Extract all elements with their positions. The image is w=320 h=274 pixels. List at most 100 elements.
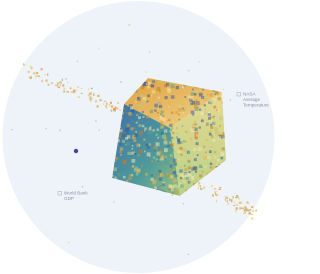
voxel xyxy=(196,142,199,145)
particle xyxy=(106,107,108,109)
voxel xyxy=(126,180,128,182)
particle xyxy=(226,197,228,199)
particle xyxy=(104,101,106,102)
label-line: World Bank xyxy=(64,191,88,196)
voxel xyxy=(201,166,203,168)
voxel xyxy=(177,185,179,187)
particle xyxy=(249,212,252,214)
voxel xyxy=(159,185,162,188)
voxel xyxy=(144,130,146,132)
particle xyxy=(238,197,239,199)
voxel xyxy=(190,102,192,104)
voxel xyxy=(162,115,164,117)
voxel xyxy=(168,145,170,147)
voxel xyxy=(136,114,138,116)
voxel xyxy=(180,177,182,179)
voxel xyxy=(171,84,175,88)
particle xyxy=(244,211,246,213)
particle xyxy=(68,242,69,243)
voxel xyxy=(175,111,178,114)
particle xyxy=(233,196,234,198)
particle xyxy=(198,183,199,185)
voxel xyxy=(216,91,218,93)
particle xyxy=(251,206,253,208)
voxel xyxy=(164,129,167,132)
particle xyxy=(232,198,233,199)
particle xyxy=(67,82,68,83)
voxel xyxy=(164,138,166,140)
voxel xyxy=(161,148,163,150)
voxel xyxy=(130,114,132,116)
particle xyxy=(235,210,236,212)
voxel xyxy=(195,90,198,93)
particle xyxy=(146,71,147,72)
particle xyxy=(225,196,226,198)
particle xyxy=(231,200,232,202)
particle xyxy=(81,88,82,89)
particle xyxy=(46,79,48,81)
voxel xyxy=(117,173,120,176)
particle xyxy=(214,188,216,189)
voxel xyxy=(191,176,194,179)
voxel xyxy=(188,171,190,173)
particle xyxy=(183,203,184,204)
particle xyxy=(47,74,48,76)
voxel xyxy=(203,156,207,160)
voxel xyxy=(169,124,172,127)
voxel xyxy=(177,141,180,144)
voxel xyxy=(120,129,123,132)
particle xyxy=(235,197,237,198)
particle xyxy=(51,83,53,84)
voxel xyxy=(168,175,170,177)
particle xyxy=(57,82,59,84)
particle xyxy=(239,207,241,209)
particle xyxy=(42,80,43,82)
particle xyxy=(78,96,80,98)
particle xyxy=(216,191,217,192)
particle xyxy=(251,214,253,215)
particle xyxy=(251,218,254,220)
particle xyxy=(111,105,113,107)
voxel xyxy=(218,137,221,140)
particle xyxy=(88,89,89,90)
voxel xyxy=(157,112,159,114)
voxel xyxy=(165,156,167,158)
particle xyxy=(252,210,254,212)
voxel xyxy=(126,131,130,135)
particle xyxy=(77,86,79,87)
particle xyxy=(229,199,230,201)
particle xyxy=(109,104,111,106)
voxel xyxy=(171,189,173,191)
voxel xyxy=(167,88,170,91)
particle xyxy=(55,85,57,86)
voxel xyxy=(162,134,166,138)
particle xyxy=(24,64,25,65)
label-line: Average xyxy=(243,97,260,102)
particle xyxy=(110,109,112,111)
voxel xyxy=(133,139,136,142)
voxel xyxy=(194,93,197,96)
voxel xyxy=(196,134,198,136)
voxel xyxy=(142,125,144,127)
particle xyxy=(62,84,64,87)
particle xyxy=(33,73,35,75)
voxel xyxy=(178,103,181,106)
particle xyxy=(117,102,118,104)
voxel xyxy=(146,115,149,118)
voxel xyxy=(205,108,207,110)
voxel xyxy=(176,136,178,138)
voxel xyxy=(222,147,225,150)
voxel xyxy=(138,154,140,156)
voxel xyxy=(216,163,218,165)
particle xyxy=(116,107,118,109)
voxel xyxy=(156,87,160,91)
voxel xyxy=(173,171,177,175)
voxel xyxy=(171,112,173,114)
voxel xyxy=(203,145,205,147)
voxel xyxy=(184,168,187,171)
voxel xyxy=(168,106,170,108)
voxel xyxy=(147,86,150,89)
voxel xyxy=(115,157,118,160)
label-line: NASA xyxy=(243,92,256,97)
voxel xyxy=(139,144,141,146)
